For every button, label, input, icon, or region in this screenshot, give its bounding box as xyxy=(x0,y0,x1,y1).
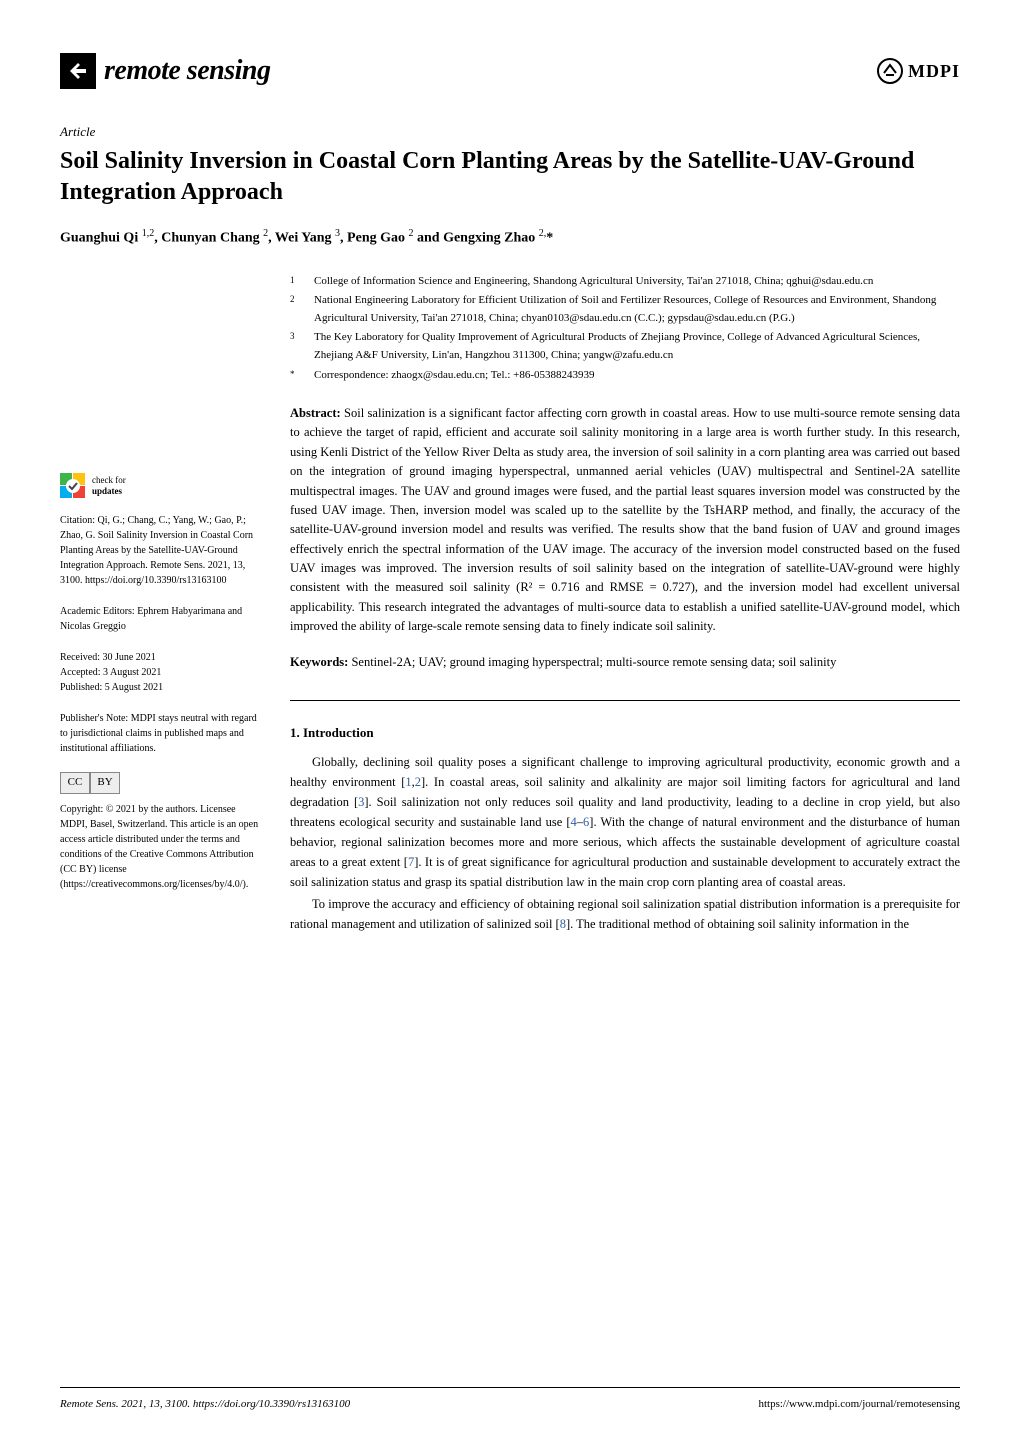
check-for-updates[interactable]: check for updates xyxy=(60,473,260,499)
check-updates-line1: check for xyxy=(92,475,126,486)
keywords: Keywords: Sentinel-2A; UAV; ground imagi… xyxy=(290,653,960,672)
academic-editors: Academic Editors: Ephrem Habyarimana and… xyxy=(60,604,260,634)
affiliation-row: 2 National Engineering Laboratory for Ef… xyxy=(290,292,960,327)
check-updates-line2: updates xyxy=(92,486,126,497)
affiliation-num: 2 xyxy=(290,292,302,327)
abstract-text: Soil salinization is a significant facto… xyxy=(290,406,960,633)
publisher-logo: MDPI xyxy=(876,57,960,85)
intro-paragraph-1: Globally, declining soil quality poses a… xyxy=(290,752,960,892)
authors-line: Guanghui Qi 1,2, Chunyan Chang 2, Wei Ya… xyxy=(60,226,960,249)
affiliation-num: 1 xyxy=(290,273,302,291)
affiliation-text: National Engineering Laboratory for Effi… xyxy=(314,292,960,327)
publisher-name: MDPI xyxy=(908,58,960,85)
footer-right: https://www.mdpi.com/journal/remotesensi… xyxy=(758,1396,960,1413)
article-type: Article xyxy=(60,122,960,142)
keywords-text: Sentinel-2A; UAV; ground imaging hypersp… xyxy=(351,655,836,669)
abstract: Abstract: Soil salinization is a signifi… xyxy=(290,404,960,637)
publisher-note: Publisher's Note: MDPI stays neutral wit… xyxy=(60,711,260,756)
keywords-label: Keywords: xyxy=(290,655,348,669)
affiliation-text: Correspondence: zhaogx@sdau.edu.cn; Tel.… xyxy=(314,367,595,385)
journal-name: remote sensing xyxy=(104,50,270,92)
affiliation-text: The Key Laboratory for Quality Improveme… xyxy=(314,329,960,364)
check-updates-label: check for updates xyxy=(92,475,126,497)
journal-logo-icon xyxy=(60,53,96,89)
abstract-label: Abstract: xyxy=(290,406,341,420)
header: remote sensing MDPI xyxy=(60,50,960,92)
affiliation-num: * xyxy=(290,367,302,385)
cc-by-badge: CC BY xyxy=(60,772,260,794)
affiliation-row: 3 The Key Laboratory for Quality Improve… xyxy=(290,329,960,364)
affiliations: 1 College of Information Science and Eng… xyxy=(290,273,960,385)
affiliation-row: * Correspondence: zhaogx@sdau.edu.cn; Te… xyxy=(290,367,960,385)
by-icon: BY xyxy=(90,772,120,794)
affiliation-text: College of Information Science and Engin… xyxy=(314,273,873,291)
main-column: 1 College of Information Science and Eng… xyxy=(290,273,960,937)
affiliation-num: 3 xyxy=(290,329,302,364)
crossref-check-icon xyxy=(60,473,86,499)
mdpi-icon xyxy=(876,57,904,85)
sidebar: check for updates Citation: Qi, G.; Chan… xyxy=(60,273,260,937)
section-heading: 1. Introduction xyxy=(290,723,960,743)
footer-left: Remote Sens. 2021, 13, 3100. https://doi… xyxy=(60,1396,350,1413)
accepted-date: Accepted: 3 August 2021 xyxy=(60,665,260,680)
article-title: Soil Salinity Inversion in Coastal Corn … xyxy=(60,146,960,208)
article-dates: Received: 30 June 2021 Accepted: 3 Augus… xyxy=(60,650,260,695)
license-block: CC BY Copyright: © 2021 by the authors. … xyxy=(60,772,260,892)
page-footer: Remote Sens. 2021, 13, 3100. https://doi… xyxy=(60,1387,960,1413)
journal-logo: remote sensing xyxy=(60,50,270,92)
affiliation-row: 1 College of Information Science and Eng… xyxy=(290,273,960,291)
cc-icon: CC xyxy=(60,772,90,794)
citation-block: Citation: Qi, G.; Chang, C.; Yang, W.; G… xyxy=(60,513,260,588)
copyright-text: Copyright: © 2021 by the authors. Licens… xyxy=(60,802,260,892)
published-date: Published: 5 August 2021 xyxy=(60,680,260,695)
received-date: Received: 30 June 2021 xyxy=(60,650,260,665)
section-divider xyxy=(290,700,960,701)
intro-paragraph-2: To improve the accuracy and efficiency o… xyxy=(290,894,960,934)
